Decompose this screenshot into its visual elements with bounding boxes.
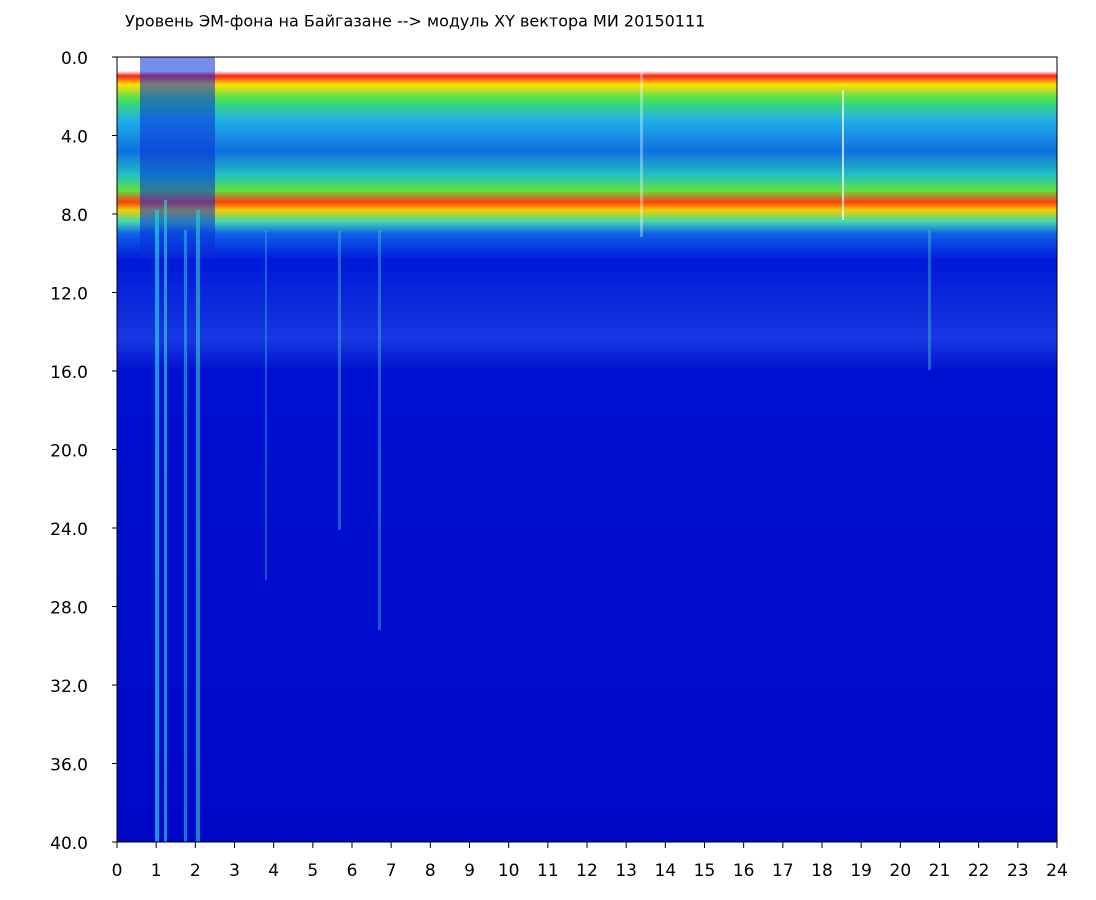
x-tick-label: 9	[464, 861, 475, 881]
x-tick-label: 10	[498, 861, 520, 881]
x-tick-label: 4	[268, 861, 279, 881]
y-tick-label: 36.0	[50, 756, 88, 776]
x-tick-label: 2	[190, 861, 201, 881]
x-tick-label: 21	[929, 861, 951, 881]
y-tick-label: 40.0	[50, 834, 88, 854]
x-tick-label: 1	[151, 861, 162, 881]
y-tick-label: 16.0	[50, 363, 88, 383]
x-tick-label: 23	[1007, 861, 1029, 881]
x-tick-label: 22	[968, 861, 990, 881]
x-tick-label: 12	[576, 861, 598, 881]
y-tick-label: 28.0	[50, 599, 88, 619]
x-tick-label: 24	[1046, 861, 1068, 881]
y-tick-label: 0.0	[61, 49, 88, 69]
x-tick-label: 17	[772, 861, 794, 881]
chart-title: Уровень ЭМ-фона на Байгазане --> модуль …	[125, 12, 705, 31]
x-tick-label: 6	[347, 861, 358, 881]
x-tick-label: 15	[694, 861, 716, 881]
y-tick-label: 4.0	[61, 128, 88, 148]
x-tick-label: 8	[425, 861, 436, 881]
y-tick-label: 20.0	[50, 442, 88, 462]
x-tick-label: 14	[655, 861, 677, 881]
y-tick-label: 12.0	[50, 285, 88, 305]
y-tick-label: 24.0	[50, 520, 88, 540]
x-tick-label: 11	[537, 861, 559, 881]
y-tick-label: 8.0	[61, 206, 88, 226]
spectrogram-image	[117, 57, 1057, 842]
y-tick-label: 32.0	[50, 677, 88, 697]
x-tick-label: 5	[307, 861, 318, 881]
x-tick-label: 0	[112, 861, 123, 881]
x-tick-label: 13	[615, 861, 637, 881]
x-tick-label: 19	[850, 861, 872, 881]
x-tick-label: 20	[890, 861, 912, 881]
x-tick-label: 3	[229, 861, 240, 881]
x-tick-label: 16	[733, 861, 755, 881]
x-tick-label: 18	[811, 861, 833, 881]
x-tick-label: 7	[386, 861, 397, 881]
